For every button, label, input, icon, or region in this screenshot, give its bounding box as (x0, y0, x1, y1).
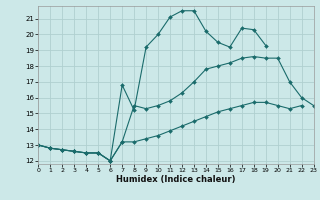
X-axis label: Humidex (Indice chaleur): Humidex (Indice chaleur) (116, 175, 236, 184)
